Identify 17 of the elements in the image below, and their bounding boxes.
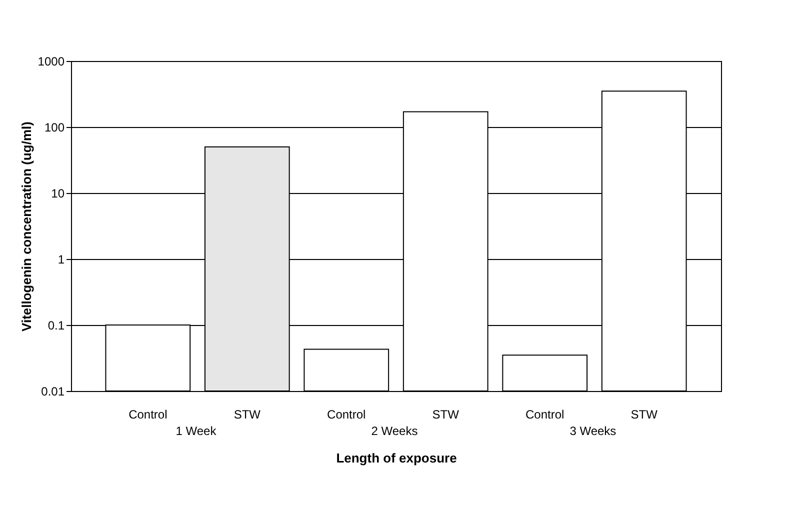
y-tick-label: 0.01: [41, 384, 65, 398]
x-tick-label: Control: [327, 408, 366, 422]
text: 2 Weeks: [371, 424, 418, 438]
text: 3 Weeks: [570, 424, 616, 438]
y-tick-label: 1: [58, 252, 65, 266]
x-tick-label: Control: [128, 408, 168, 422]
y-tick-label: 0.1: [48, 318, 65, 332]
x-axis-title: Length of exposure: [336, 450, 457, 466]
text: 1 Week: [176, 424, 218, 438]
x-tick-label: STW: [432, 408, 460, 422]
x-tick-label: STW: [234, 408, 262, 422]
y-tick-label: 100: [44, 120, 65, 134]
y-tick-label: 1000: [38, 54, 65, 68]
y-axis-title: Vitellogenin concentration (ug/ml): [18, 122, 34, 332]
x-tick-label: STW: [630, 408, 658, 422]
y-tick-label: 10: [51, 186, 65, 200]
x-tick-label: Control: [526, 408, 564, 422]
